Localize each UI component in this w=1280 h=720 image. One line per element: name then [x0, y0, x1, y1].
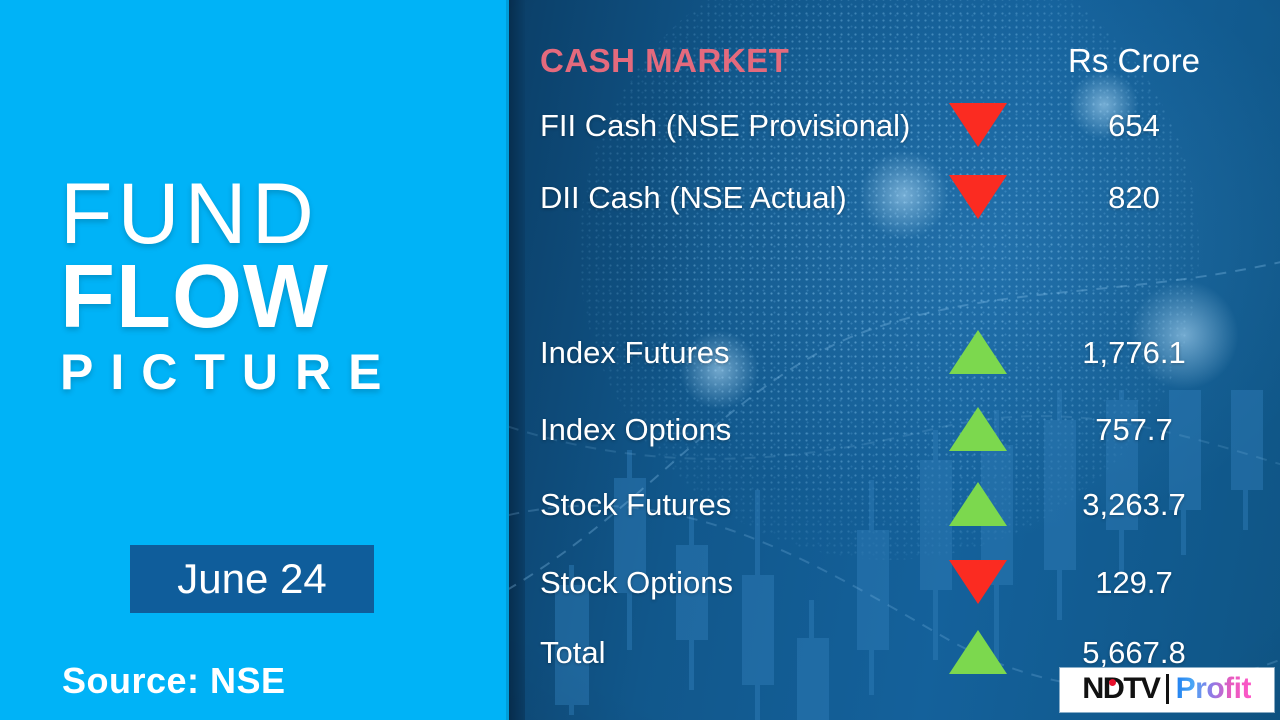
data-panel: CASH MARKET Rs Crore FII Cash (NSE Provi…: [509, 0, 1280, 720]
arrow-down-icon: [949, 175, 1007, 221]
table-row: DII Cash (NSE Actual) 820: [509, 172, 1280, 224]
row-label: Stock Futures: [540, 487, 732, 522]
row-value: 757.7: [1095, 412, 1173, 447]
logo-ndtv-text: NDTV: [1082, 672, 1161, 705]
panel-left-gutter: [509, 0, 525, 720]
logo-red-dot-icon: [1109, 679, 1116, 686]
row-value: 654: [1108, 108, 1160, 143]
brand-line-flow: FLOW: [60, 247, 329, 348]
left-branding-panel: FUND FLOW PICTURE June 24 Source: NSE: [0, 0, 509, 720]
row-value: 129.7: [1095, 565, 1173, 600]
row-value: 820: [1108, 180, 1160, 215]
row-value: 5,667.8: [1082, 635, 1186, 670]
table-row: Total 5,667.8: [509, 627, 1280, 679]
trend-curve-background: [509, 261, 1280, 690]
date-badge-label: June 24: [177, 555, 327, 602]
ndtv-profit-logo: NDTV Profit: [1060, 668, 1274, 712]
row-value: 3,263.7: [1082, 487, 1186, 522]
table-header-unit: Rs Crore: [1067, 42, 1201, 79]
date-badge: June 24: [130, 545, 374, 613]
logo-divider: [1165, 674, 1169, 704]
row-label: Total: [540, 635, 606, 670]
table-row: Index Futures 1,776.1: [509, 327, 1280, 379]
arrow-up-icon: [949, 330, 1007, 376]
arrow-up-icon: [949, 630, 1007, 676]
row-label: DII Cash (NSE Actual): [540, 180, 847, 215]
arrow-up-icon: [949, 482, 1007, 528]
table-row: Stock Futures 3,263.7: [509, 479, 1280, 531]
row-label: Stock Options: [540, 565, 733, 600]
fund-flow-table: CASH MARKET Rs Crore FII Cash (NSE Provi…: [509, 0, 1280, 720]
brand-title: FUND FLOW PICTURE: [60, 166, 490, 400]
arrow-down-icon: [949, 103, 1007, 149]
brand-line-picture: PICTURE: [60, 343, 399, 400]
table-row: Stock Options 129.7: [509, 557, 1280, 609]
row-value: 1,776.1: [1082, 335, 1186, 370]
row-label: Index Options: [540, 412, 732, 447]
logo-profit-text: Profit: [1175, 672, 1252, 705]
source-label: Source: NSE: [62, 660, 286, 701]
brand-line-fund: FUND: [60, 166, 319, 262]
row-label: FII Cash (NSE Provisional): [540, 108, 911, 143]
arrow-up-icon: [949, 407, 1007, 453]
arrow-down-icon: [949, 560, 1007, 606]
row-label: Index Futures: [540, 335, 730, 370]
table-row: Index Options 757.7: [509, 404, 1280, 456]
table-row: FII Cash (NSE Provisional) 654: [509, 100, 1280, 152]
table-header-title: CASH MARKET: [540, 42, 790, 79]
